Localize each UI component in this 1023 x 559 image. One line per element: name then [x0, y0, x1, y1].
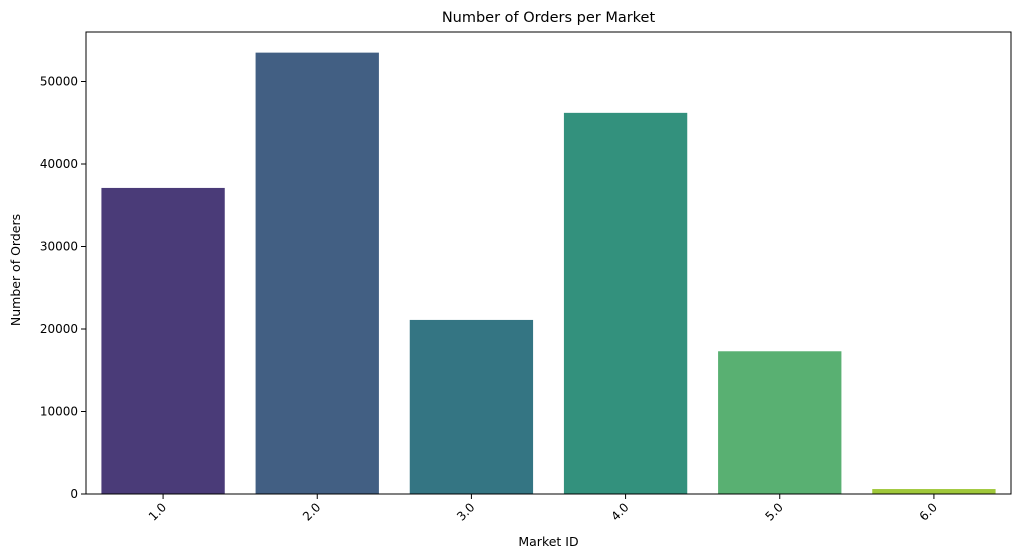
bar-2.0: [255, 52, 379, 495]
y-tick-label-40000: 40000: [40, 157, 78, 171]
y-tick-label-20000: 20000: [40, 322, 78, 336]
y-tick-label-50000: 50000: [40, 75, 78, 89]
y-tick-label-30000: 30000: [40, 240, 78, 254]
x-tick-label-6.0: 6.0: [917, 500, 940, 523]
chart-title: Number of Orders per Market: [442, 10, 656, 26]
x-axis-label: Market ID: [518, 534, 578, 549]
x-tick-label-5.0: 5.0: [762, 500, 785, 523]
plot-frame: [85, 31, 1012, 495]
x-tick-label-1.0: 1.0: [146, 500, 169, 523]
x-axis: 1.0 2.0 3.0 4.0 5.0 6.0: [146, 494, 940, 524]
y-axis-label: Number of Orders: [8, 214, 23, 326]
bar-6.0: [872, 489, 996, 494]
bar-4.0: [563, 112, 688, 494]
x-tick-label-3.0: 3.0: [454, 500, 477, 523]
y-tick-label-0: 0: [70, 487, 78, 501]
y-axis: 0 10000 20000 30000 40000 50000: [40, 75, 86, 501]
bar-5.0: [718, 351, 842, 494]
y-tick-label-10000: 10000: [40, 405, 78, 419]
bar-3.0: [409, 319, 534, 494]
bar-1.0: [101, 187, 225, 494]
x-tick-label-4.0: 4.0: [608, 500, 631, 523]
plot-area: [85, 31, 1012, 495]
x-tick-label-2.0: 2.0: [300, 500, 323, 523]
